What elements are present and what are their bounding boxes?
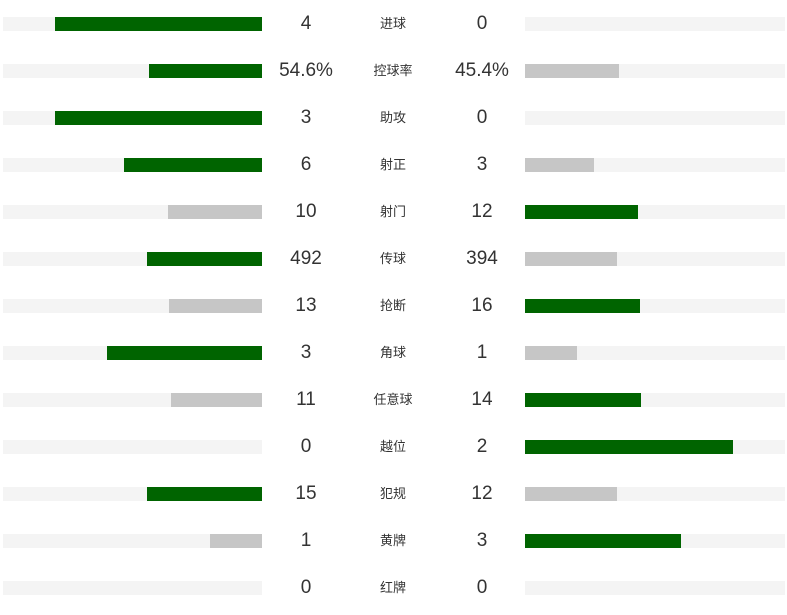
away-bar-fill	[525, 346, 577, 360]
stat-label: 传球	[379, 251, 406, 266]
home-bar-fill	[106, 346, 262, 360]
stat-label: 任意球	[373, 392, 413, 407]
home-bar-fill	[146, 252, 262, 266]
stat-row: 3 助攻 0	[0, 103, 787, 133]
stat-row: 3 角球 1	[0, 338, 787, 368]
home-value: 3	[300, 342, 312, 363]
stat-label: 射门	[379, 204, 406, 219]
home-bar-track	[3, 299, 262, 313]
home-bar-fill	[123, 158, 262, 172]
stat-row: 1 黄牌 3	[0, 526, 787, 556]
home-bar-track	[3, 487, 262, 501]
away-bar-fill	[525, 487, 618, 501]
away-value: 12	[471, 483, 493, 504]
stat-row: 15 犯规 12	[0, 479, 787, 509]
away-bar-fill	[525, 252, 618, 266]
stat-label: 黄牌	[379, 533, 406, 548]
away-bar-fill	[525, 64, 620, 78]
stat-label: 角球	[379, 345, 406, 360]
stat-row: 492 传球 394	[0, 244, 787, 274]
home-bar-track	[3, 581, 262, 595]
home-bar-fill	[170, 393, 262, 407]
stat-row: 54.6% 控球率 45.4%	[0, 56, 787, 86]
away-value: 14	[471, 389, 493, 410]
away-bar-track	[525, 440, 785, 454]
away-bar-track	[525, 252, 785, 266]
stat-label: 越位	[379, 439, 406, 454]
away-bar-track	[525, 299, 785, 313]
stat-row: 4 进球 0	[0, 9, 787, 39]
stat-label: 控球率	[373, 63, 413, 78]
away-bar-track	[525, 393, 785, 407]
away-value: 16	[471, 295, 493, 316]
home-bar-track	[3, 393, 262, 407]
away-bar-track	[525, 158, 785, 172]
home-bar-track	[3, 64, 262, 78]
away-value: 45.4%	[455, 60, 509, 81]
stat-label: 抢断	[379, 298, 406, 313]
home-value: 6	[300, 154, 312, 175]
stat-row: 10 射门 12	[0, 197, 787, 227]
home-value: 492	[290, 248, 322, 269]
home-value: 13	[295, 295, 317, 316]
home-bar-track	[3, 158, 262, 172]
stat-row: 11 任意球 14	[0, 385, 787, 415]
stat-label: 助攻	[379, 110, 406, 125]
away-value: 3	[476, 154, 488, 175]
away-bar-track	[525, 64, 785, 78]
home-value: 4	[300, 13, 312, 34]
away-value: 3	[476, 530, 488, 551]
away-bar-fill	[525, 393, 642, 407]
home-value: 10	[295, 201, 317, 222]
home-bar-fill	[167, 205, 262, 219]
stat-label: 红牌	[379, 580, 406, 595]
home-value: 15	[295, 483, 317, 504]
away-value: 0	[476, 107, 488, 128]
home-bar-track	[3, 205, 262, 219]
away-bar-track	[525, 111, 785, 125]
away-bar-track	[525, 534, 785, 548]
stat-row: 13 抢断 16	[0, 291, 787, 321]
home-value: 54.6%	[279, 60, 333, 81]
home-bar-track	[3, 17, 262, 31]
away-bar-fill	[525, 299, 640, 313]
away-value: 0	[476, 577, 488, 598]
stat-label: 犯规	[379, 486, 406, 501]
away-bar-track	[525, 487, 785, 501]
home-bar-fill	[146, 487, 262, 501]
away-bar-track	[525, 581, 785, 595]
home-bar-fill	[148, 64, 262, 78]
home-value: 11	[296, 389, 316, 410]
away-value: 12	[471, 201, 493, 222]
away-bar-track	[525, 17, 785, 31]
away-bar-track	[525, 346, 785, 360]
away-bar-track	[525, 205, 785, 219]
home-bar-fill	[54, 111, 262, 125]
away-value: 0	[476, 13, 488, 34]
home-bar-fill	[54, 17, 262, 31]
stat-label: 射正	[379, 157, 406, 172]
away-value: 394	[466, 248, 498, 269]
stat-label: 进球	[379, 16, 406, 31]
stat-row: 6 射正 3	[0, 150, 787, 180]
home-bar-fill	[169, 299, 262, 313]
home-bar-fill	[210, 534, 262, 548]
home-bar-track	[3, 252, 262, 266]
away-value: 2	[476, 436, 488, 457]
home-value: 3	[300, 107, 312, 128]
home-bar-track	[3, 534, 262, 548]
stat-row: 0 红牌 0	[0, 573, 787, 603]
home-value: 0	[300, 577, 312, 598]
home-bar-track	[3, 346, 262, 360]
away-bar-fill	[525, 158, 595, 172]
away-bar-fill	[525, 440, 733, 454]
home-bar-track	[3, 440, 262, 454]
stat-row: 0 越位 2	[0, 432, 787, 462]
away-bar-fill	[525, 205, 639, 219]
away-bar-fill	[525, 534, 681, 548]
home-bar-track	[3, 111, 262, 125]
home-value: 1	[300, 530, 312, 551]
away-value: 1	[476, 342, 488, 363]
home-value: 0	[300, 436, 312, 457]
